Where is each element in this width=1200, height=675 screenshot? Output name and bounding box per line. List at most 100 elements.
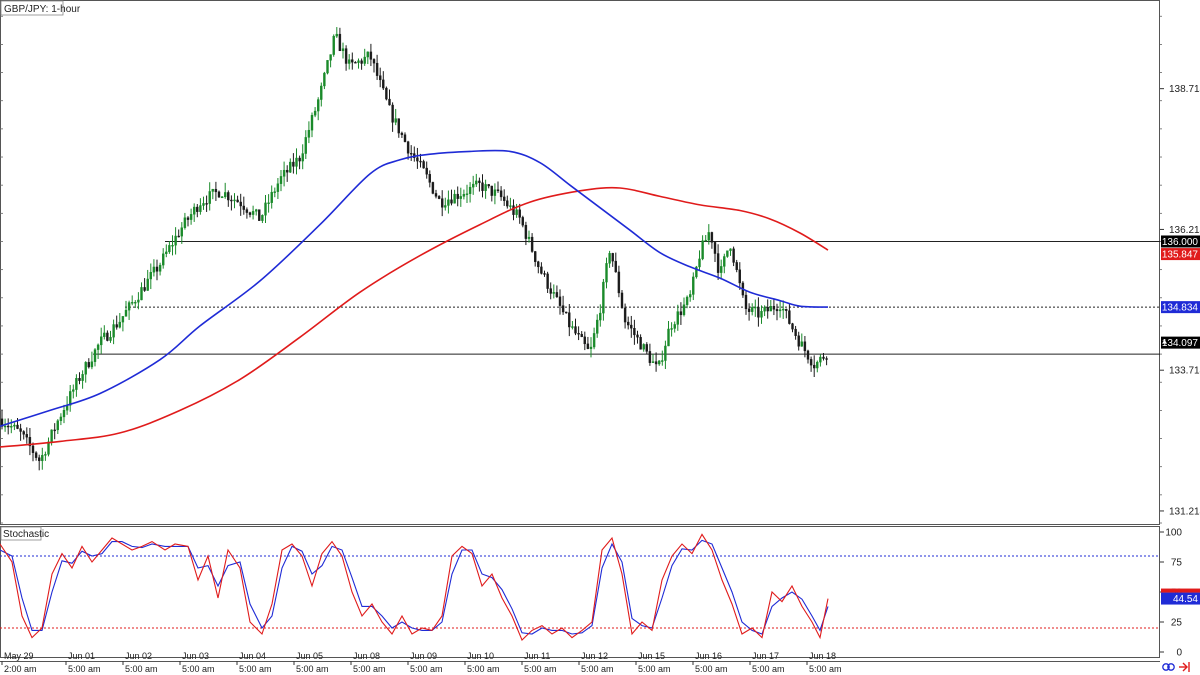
candle-body-210 [651,361,655,363]
candle-body-246 [763,306,766,312]
candle-body-76 [236,199,239,203]
candle-body-38 [118,321,122,328]
candle-body-96 [298,157,301,162]
candle-body-179 [555,292,559,298]
candle-body-240 [744,294,748,310]
candle-body-107 [332,35,335,55]
candle-body-98 [304,137,307,154]
price-axis: 138.714 136.214 133.714 131.214 [0,15,1200,524]
time-tick-time-9: 5:00 am [524,664,557,674]
candle-body-39 [121,316,125,323]
candle-body-236 [732,248,735,263]
candle-body-162 [503,196,506,201]
candle-body-147 [456,193,459,199]
candle-body-37 [115,324,118,328]
time-tick-date-13: Jun 17 [752,651,779,661]
time-tick-date-8: Jun 10 [467,651,494,661]
candle-body-144 [447,199,450,206]
candle-body-202 [627,321,630,326]
time-tick-time-6: 5:00 am [353,664,386,674]
candle-body-100 [310,115,314,131]
candle-body-52 [161,253,165,266]
stochastic-axis: 100755025044.54 [1160,528,1200,659]
candle-body-203 [630,324,633,329]
price-tick-label-2: 133.714 [1169,366,1200,377]
candle-body-195 [605,263,608,283]
candle-body-78 [242,205,246,210]
candle-body-226 [701,240,704,260]
candle-body-176 [546,273,549,289]
candle-body-57 [177,235,180,238]
candle-body-172 [534,251,537,262]
candle-body-93 [289,161,292,173]
candle-body-35 [109,336,112,341]
time-tick-time-1: 5:00 am [68,664,101,674]
candle-body-146 [453,193,456,204]
time-tick-date-14: Jun 18 [809,651,836,661]
candle-body-266 [825,358,828,360]
candle-body-128 [397,118,400,134]
candle-body-204 [633,328,636,336]
candle-body-66 [205,203,208,205]
candle-body-211 [654,361,658,365]
candle-body-187 [580,333,583,338]
candle-body-92 [286,169,289,173]
candle-body-167 [518,209,521,218]
arrow-right-icon[interactable] [1179,662,1190,672]
chart-title: GBP/JPY: 1-hour [4,4,81,15]
time-tick-date-3: Jun 03 [182,651,209,661]
candle-body-32 [99,336,103,346]
candle-body-188 [583,336,586,345]
price-tag-label-2: 134.834 [1162,303,1199,314]
candle-body-207 [642,344,645,350]
candle-body-33 [103,332,106,337]
candle-body-175 [543,273,546,275]
candle-body-158 [490,185,493,196]
candle-body-140 [434,193,438,197]
price-tags: 136.000 135.847 134.834 134.097 [1161,235,1200,349]
candle-body-265 [822,356,825,359]
candle-body-88 [273,191,276,193]
candle-body-169 [524,224,528,239]
candle-body-112 [348,59,351,64]
candle-body-46 [143,287,146,291]
candle-body-245 [760,310,763,318]
stoch-tick-label-3: 25 [1171,618,1183,629]
candle-body-224 [695,266,698,278]
time-tick-time-10: 5:00 am [581,664,614,674]
candle-body-13 [41,454,44,462]
stoch-readout-tag [1161,592,1200,605]
candle-body-186 [577,333,580,335]
candle-body-64 [199,205,202,212]
candle-body-208 [645,344,648,352]
candle-body-136 [422,161,425,169]
time-tick-time-4: 5:00 am [239,664,272,674]
candle-body-49 [152,266,156,273]
candle-body-99 [307,129,311,138]
candle-body-153 [475,180,478,185]
time-tick-time-0: 2:00 am [4,664,37,674]
candle-body-201 [623,307,627,323]
candle-body-190 [589,346,593,349]
candle-body-34 [106,332,109,341]
candle-body-125 [388,98,391,106]
candle-body-234 [726,250,729,257]
candle-body-173 [537,261,540,268]
candle-body-17 [53,429,56,432]
stoch-tick-label-4: 0 [1176,648,1182,659]
link-icon[interactable] [1162,663,1175,671]
candle-body-116 [360,60,363,64]
candle-body-130 [403,134,407,142]
candle-body-206 [639,337,642,350]
stoch-tick-label-1: 75 [1171,558,1183,569]
candle-body-12 [38,457,41,462]
candle-body-244 [757,306,760,318]
candle-body-198 [614,260,617,273]
candle-body-249 [772,306,776,310]
candle-body-256 [794,328,797,336]
time-tick-time-13: 5:00 am [752,664,785,674]
candle-body-228 [707,232,710,241]
candle-body-235 [729,248,732,251]
candle-body-61 [189,214,193,220]
